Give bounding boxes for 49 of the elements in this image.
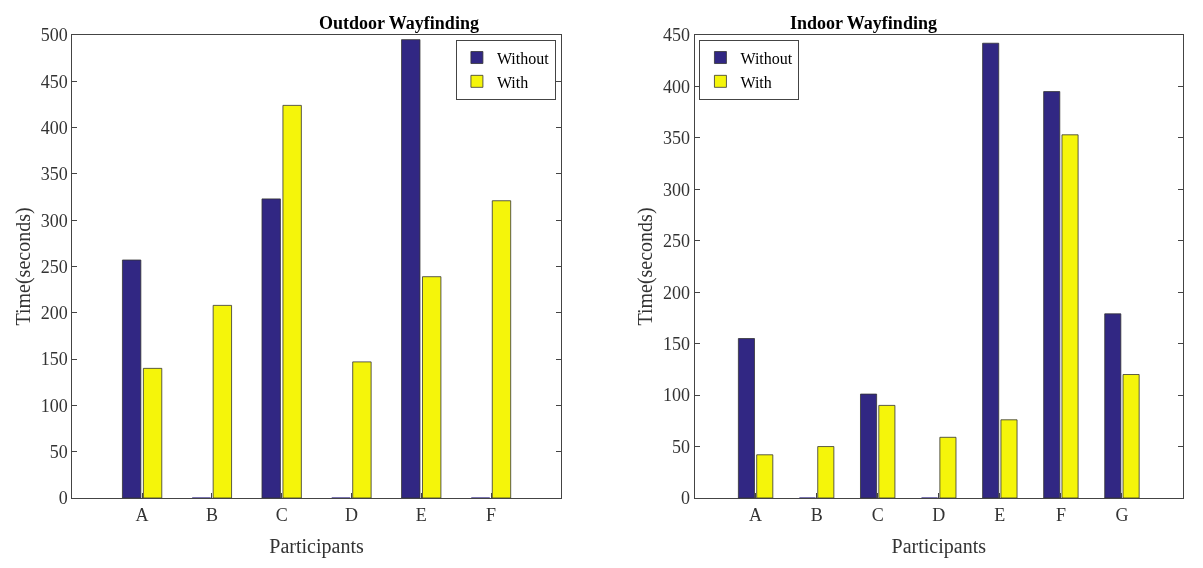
x-tick-label: G <box>1115 504 1129 525</box>
x-tick-label: A <box>749 504 763 525</box>
y-tick-label: 400 <box>40 117 68 138</box>
x-tick-label: E <box>415 504 427 525</box>
y-tick-label: 450 <box>662 25 690 46</box>
x-axis-title: Participants <box>269 535 364 559</box>
bar <box>491 200 512 498</box>
x-tick-label: B <box>205 504 218 525</box>
y-tick-label: 400 <box>662 76 690 97</box>
x-tick-label: E <box>994 504 1006 525</box>
x-tick-label: F <box>1055 504 1066 525</box>
bar <box>212 304 232 498</box>
y-tick-label: 50 <box>671 436 690 457</box>
bar <box>817 446 835 498</box>
y-axis-title: Time(seconds) <box>12 207 36 326</box>
y-tick-label: 100 <box>662 385 690 406</box>
y-tick-label: 200 <box>40 303 68 324</box>
y-axis-title: Time(seconds) <box>634 207 658 326</box>
x-tick-label: D <box>344 504 358 525</box>
legend-label: Without <box>740 49 793 67</box>
legend-label: With <box>496 73 529 91</box>
y-tick-label: 500 <box>40 25 68 46</box>
y-tick-label: 100 <box>40 395 68 416</box>
chart-title: Indoor Wayfinding <box>790 13 937 33</box>
y-tick-label: 350 <box>40 164 68 185</box>
x-tick-label: D <box>932 504 946 525</box>
legend-label: Without <box>496 49 550 67</box>
y-tick-label: 300 <box>40 210 68 231</box>
y-tick-label: 0 <box>680 488 690 509</box>
x-axis-title: Participants <box>891 535 987 559</box>
y-tick-label: 0 <box>58 488 68 509</box>
y-tick-label: 250 <box>40 256 68 277</box>
legend-label: With <box>740 73 772 91</box>
y-tick-label: 300 <box>662 179 690 200</box>
y-tick-label: 150 <box>662 333 690 354</box>
y-tick-label: 150 <box>40 349 68 370</box>
y-tick-label: 250 <box>662 231 690 252</box>
x-tick-label: F <box>486 504 497 525</box>
y-tick-label: 350 <box>662 128 690 149</box>
x-tick-label: C <box>275 504 288 525</box>
chart-title: Outdoor Wayfinding <box>319 13 479 33</box>
x-tick-label: B <box>810 504 823 525</box>
y-tick-label: 50 <box>49 442 68 462</box>
y-tick-label: 200 <box>662 282 690 303</box>
x-tick-label: C <box>871 504 884 525</box>
x-tick-label: A <box>135 504 149 525</box>
y-tick-label: 450 <box>40 71 68 92</box>
bar <box>939 436 957 498</box>
bar <box>352 361 372 498</box>
